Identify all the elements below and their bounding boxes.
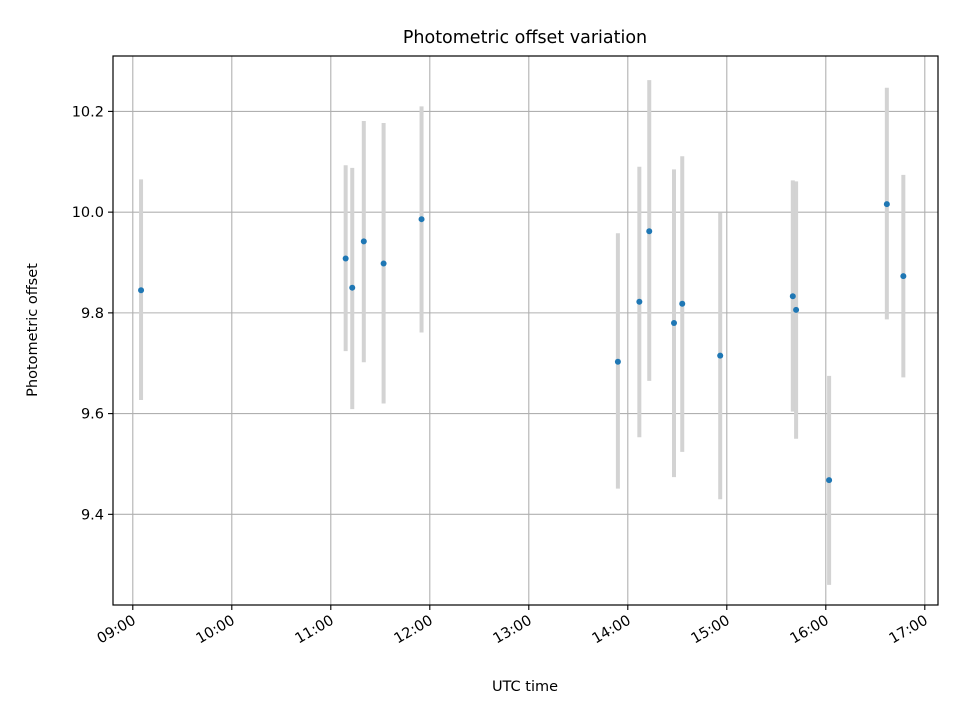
y-tick-label: 9.8 <box>81 306 104 322</box>
point-layer <box>138 201 907 484</box>
y-tick-label: 9.4 <box>81 507 104 523</box>
x-axis-title: UTC time <box>492 679 558 695</box>
x-tick-label: 17:00 <box>887 613 931 648</box>
x-tick-label: 15:00 <box>689 613 733 648</box>
errorbar-layer <box>139 80 906 585</box>
chart-title: Photometric offset variation <box>403 28 647 48</box>
x-tick-label: 16:00 <box>788 613 832 648</box>
data-point <box>793 306 800 313</box>
data-point <box>614 358 621 365</box>
data-point <box>646 228 653 235</box>
data-point <box>380 260 387 267</box>
data-point <box>883 201 890 208</box>
y-tick-label: 10.2 <box>72 104 104 120</box>
data-point <box>900 273 907 280</box>
tick-layer: 09:00 10:00 11:00 12:00 13:00 14:00 15:00 16:00… <box>72 104 931 647</box>
grid-layer <box>113 56 938 605</box>
x-tick-label: 09:00 <box>95 613 139 648</box>
data-point <box>717 352 724 359</box>
plot-frame <box>112 55 939 606</box>
y-axis-title: Photometric offset <box>25 263 41 397</box>
data-point <box>349 284 356 291</box>
data-point <box>679 300 686 307</box>
x-tick-label: 14:00 <box>590 613 634 648</box>
data-point <box>826 477 833 484</box>
data-point <box>342 255 349 262</box>
data-point <box>789 293 796 300</box>
x-tick-label: 11:00 <box>293 613 337 648</box>
x-tick-label: 10:00 <box>194 613 238 648</box>
x-tick-label: 12:00 <box>392 613 436 648</box>
data-point <box>360 238 367 245</box>
data-point <box>636 298 643 305</box>
x-tick-label: 13:00 <box>491 613 535 648</box>
y-tick-label: 10.0 <box>72 205 104 221</box>
y-tick-label: 9.6 <box>81 407 104 423</box>
data-point <box>138 287 145 294</box>
data-point <box>418 216 425 223</box>
data-point <box>671 319 677 326</box>
